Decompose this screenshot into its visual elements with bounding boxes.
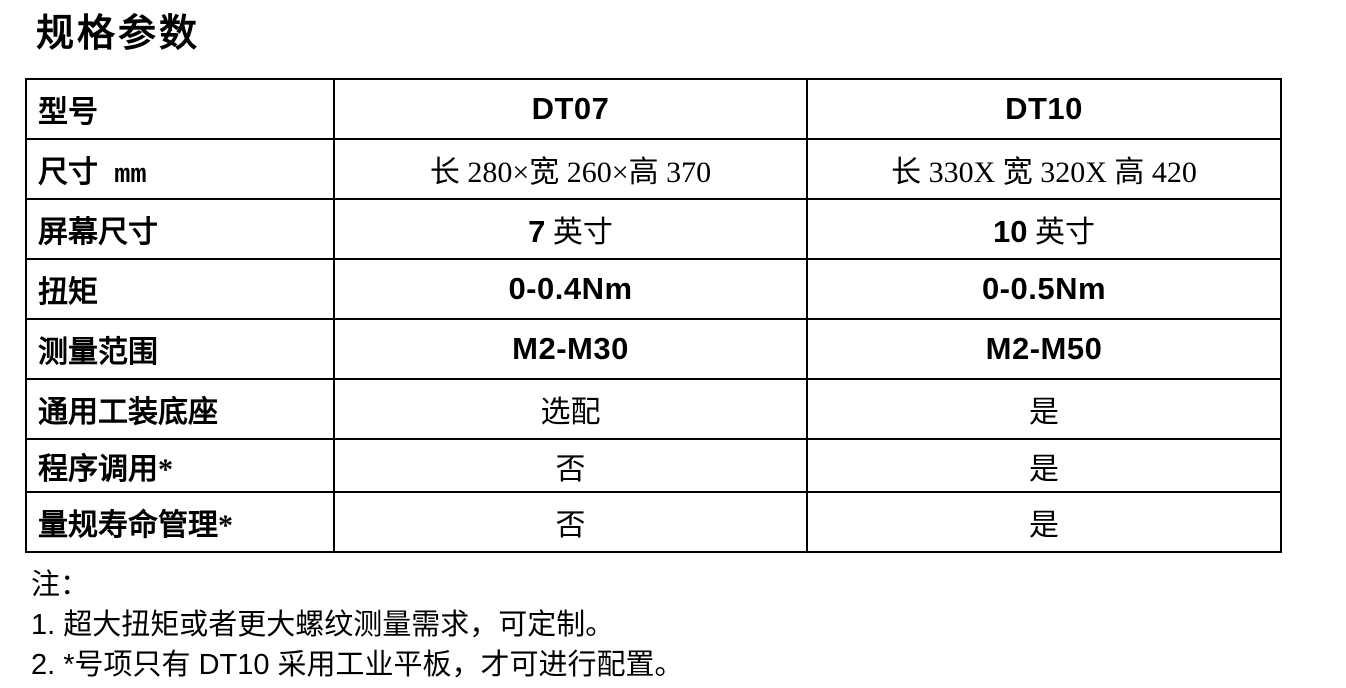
row-label-unit: mm xyxy=(98,161,147,191)
table-row-program-call: 程序调用* 否 是 xyxy=(25,438,1282,493)
dt07-value: 长 280×宽 260×高 370 xyxy=(333,138,808,200)
table-row-universal-base: 通用工装底座 选配 是 xyxy=(25,378,1282,440)
row-label-text: 测量范围 xyxy=(38,336,158,369)
row-label: 尺寸 mm xyxy=(25,138,335,200)
row-label: 程序调用* xyxy=(25,438,335,493)
dt07-value: M2-M30 xyxy=(333,318,808,380)
table-row-gauge-life: 量规寿命管理* 否 是 xyxy=(25,491,1282,553)
row-label: 屏幕尺寸 xyxy=(25,198,335,260)
cell-text: 选配 xyxy=(540,396,601,429)
dt10-value: 是 xyxy=(806,438,1282,493)
row-label: 型号 xyxy=(25,78,335,140)
cell-text: 是 xyxy=(1029,509,1059,542)
dt07-value: 7 英寸 xyxy=(333,198,808,260)
dt07-value: 否 xyxy=(333,491,808,553)
dt10-value: 0-0.5Nm xyxy=(806,258,1282,320)
row-label: 扭矩 xyxy=(25,258,335,320)
cell-text: 否 xyxy=(555,452,586,486)
dt10-value: DT10 xyxy=(806,78,1282,140)
row-label-text: 通用工装底座 xyxy=(38,396,218,429)
dt07-value: 选配 xyxy=(333,378,808,440)
row-label-text: 尺寸 xyxy=(38,156,98,189)
value-unit: 英寸 xyxy=(545,216,613,249)
row-label: 量规寿命管理* xyxy=(25,491,335,553)
dt10-value: 10 英寸 xyxy=(806,198,1282,260)
dt07-value: DT07 xyxy=(333,78,808,140)
value-number: 7 xyxy=(528,214,546,249)
cell-text: 长 330X 宽 320X 高 420 xyxy=(891,156,1197,189)
page-title: 规格参数 xyxy=(36,13,201,55)
value-number: 10 xyxy=(993,214,1028,249)
row-label-text: 程序调用* xyxy=(38,452,173,486)
note-item: 2. *号项只有 DT10 采用工业平板，才可进行配置。 xyxy=(31,649,684,681)
notes-section: 注： 1. 超大扭矩或者更大螺纹测量需求，可定制。 2. *号项只有 DT10 … xyxy=(31,565,684,685)
cell-text: 是 xyxy=(1029,452,1059,486)
dt10-value: 长 330X 宽 320X 高 420 xyxy=(806,138,1282,200)
row-label-text: 量规寿命管理* xyxy=(38,509,233,542)
cell-text: 长 280×宽 260×高 370 xyxy=(429,156,712,189)
table-row-screen-size: 屏幕尺寸 7 英寸 10 英寸 xyxy=(25,198,1282,260)
cell-text: DT07 xyxy=(531,91,610,126)
dt10-value: 是 xyxy=(806,378,1282,440)
cell-text: 0-0.5Nm xyxy=(981,271,1107,306)
dt07-value: 0-0.4Nm xyxy=(333,258,808,320)
table-row-torque: 扭矩 0-0.4Nm 0-0.5Nm xyxy=(25,258,1282,320)
cell-text: M2-M50 xyxy=(985,331,1103,366)
cell-text: 否 xyxy=(555,509,586,542)
dt07-value: 否 xyxy=(333,438,808,493)
row-label-text: 型号 xyxy=(38,96,98,129)
cell-text: 0-0.4Nm xyxy=(508,271,633,306)
cell-text: DT10 xyxy=(1005,91,1083,126)
value-unit: 英寸 xyxy=(1027,216,1095,249)
table-row-dimensions: 尺寸 mm 长 280×宽 260×高 370 长 330X 宽 320X 高 … xyxy=(25,138,1282,200)
notes-heading: 注： xyxy=(31,569,90,601)
row-label: 测量范围 xyxy=(25,318,335,380)
spec-table: 型号 DT07 DT10 尺寸 mm 长 280×宽 260×高 370 长 3… xyxy=(25,78,1282,553)
cell-text: M2-M30 xyxy=(512,331,629,366)
table-row-model: 型号 DT07 DT10 xyxy=(25,78,1282,140)
note-item: 1. 超大扭矩或者更大螺纹测量需求，可定制。 xyxy=(31,609,615,641)
row-label-text: 屏幕尺寸 xyxy=(38,216,158,249)
cell-text: 是 xyxy=(1029,396,1059,429)
row-label-text: 扭矩 xyxy=(38,276,98,309)
table-row-measure-range: 测量范围 M2-M30 M2-M50 xyxy=(25,318,1282,380)
dt10-value: 是 xyxy=(806,491,1282,553)
dt10-value: M2-M50 xyxy=(806,318,1282,380)
row-label: 通用工装底座 xyxy=(25,378,335,440)
